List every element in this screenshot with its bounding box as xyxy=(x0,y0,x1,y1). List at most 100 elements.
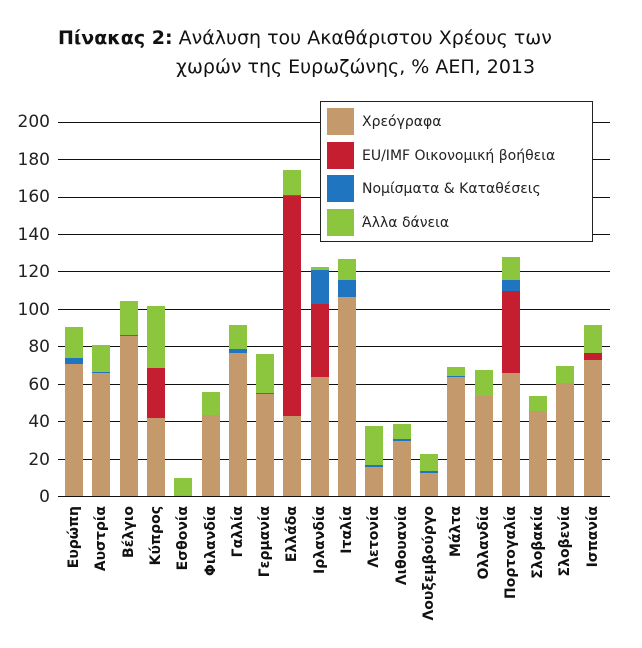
y-tick-label: 140 xyxy=(17,224,50,245)
bar-segment xyxy=(338,259,356,280)
bar-4 xyxy=(174,0,193,648)
bar-segment xyxy=(310,266,329,271)
bar-segment xyxy=(310,304,329,378)
bar-segment xyxy=(556,382,575,497)
bar-segment xyxy=(392,438,411,441)
bar-segment xyxy=(501,373,520,497)
x-tick-label: Κύπρος xyxy=(147,506,164,566)
bar-segment xyxy=(283,416,302,497)
bar-segment xyxy=(365,467,384,497)
x-tick-label: Ιρλανδία xyxy=(311,506,328,574)
gridline xyxy=(58,458,610,460)
x-tick-label: Εσθονία xyxy=(175,506,192,571)
y-tick-label: 180 xyxy=(17,149,50,170)
bar-19 xyxy=(583,0,602,648)
bar-segment xyxy=(119,334,138,336)
chart-title: Πίνακας 2: Ανάλυση του Ακαθάριστου Χρέου… xyxy=(58,24,552,82)
bar-9 xyxy=(310,0,329,648)
bar-15 xyxy=(474,0,493,648)
bar-segment xyxy=(119,301,138,335)
bar-6 xyxy=(228,0,247,648)
bar-segment xyxy=(256,393,275,394)
legend-item-other-loans: Άλλα δάνεια xyxy=(327,209,449,236)
bar-segment xyxy=(392,423,411,439)
bar-segment xyxy=(447,376,466,378)
legend-swatch xyxy=(327,142,354,169)
bar-segment xyxy=(65,326,83,359)
bar-segment xyxy=(65,364,83,497)
bar-segment xyxy=(392,440,411,497)
bar-segment xyxy=(419,470,438,473)
legend-label: Άλλα δάνεια xyxy=(362,214,450,231)
bar-1 xyxy=(92,0,111,648)
title-line2: χωρών της Ευρωζώνης, % ΑΕΠ, 2013 xyxy=(176,56,536,78)
x-tick-label: Αυστρία xyxy=(93,506,110,572)
bar-segment xyxy=(174,495,193,497)
legend-item-securities: Χρεόγραφα xyxy=(327,108,441,135)
x-tick-label: Γαλλία xyxy=(229,506,246,558)
y-tick-label: 160 xyxy=(17,187,50,208)
bar-segment xyxy=(283,194,302,196)
bar-segment xyxy=(501,290,520,374)
bar-segment xyxy=(283,195,302,417)
y-tick-label: 120 xyxy=(17,262,50,283)
bar-segment xyxy=(419,453,438,471)
bar-segment xyxy=(310,270,329,305)
bar-segment xyxy=(583,360,602,497)
bar-segment xyxy=(228,324,247,350)
legend-swatch xyxy=(327,108,354,135)
y-tick-label: 40 xyxy=(28,412,50,433)
title-label: Πίνακας 2: xyxy=(58,27,173,49)
legend-swatch xyxy=(327,209,354,236)
x-tick-label: Βέλγιο xyxy=(120,506,137,558)
bar-segment xyxy=(228,352,247,497)
bar-segment xyxy=(529,395,548,411)
bar-17 xyxy=(529,0,548,648)
bar-segment xyxy=(365,465,384,468)
bar-segment xyxy=(256,393,275,497)
bar-segment xyxy=(146,418,165,497)
bar-18 xyxy=(556,0,575,648)
x-tick-label: Λουξεμβούργο xyxy=(420,506,437,621)
x-tick-label: Ευρώπη xyxy=(66,506,82,569)
legend-label: EU/IMF Οικονομική βοήθεια xyxy=(362,147,556,164)
bar-8 xyxy=(283,0,302,648)
bar-16 xyxy=(501,0,520,648)
bar-segment xyxy=(338,279,356,297)
gridline xyxy=(58,346,610,348)
gridline xyxy=(58,421,610,423)
y-tick-label: 100 xyxy=(17,299,50,320)
x-tick-label: Λιθουανία xyxy=(393,506,410,586)
y-tick-label: 80 xyxy=(28,337,50,358)
legend-label: Χρεόγραφα xyxy=(362,113,442,130)
bar-segment xyxy=(256,353,275,394)
gridline xyxy=(58,271,610,273)
y-tick-label: 0 xyxy=(39,487,50,507)
bar-segment xyxy=(146,305,165,368)
bar-segment xyxy=(201,414,220,497)
gridline xyxy=(58,308,610,310)
bar-segment xyxy=(65,358,83,364)
x-tick-label: Φιλανδία xyxy=(202,506,219,577)
bar-segment xyxy=(92,345,111,372)
x-tick-label: Ιταλία xyxy=(339,506,355,554)
y-tick-label: 200 xyxy=(17,112,50,133)
x-tick-label: Σλοβενία xyxy=(557,506,574,577)
x-tick-label: Ολλανδία xyxy=(475,506,492,580)
x-tick-label: Ισπανία xyxy=(584,506,601,568)
title-line1: Ανάλυση του Ακαθάριστου Χρέους των xyxy=(178,27,552,49)
bar-segment xyxy=(583,352,602,361)
bar-10 xyxy=(338,0,356,648)
y-tick-label: 20 xyxy=(28,449,50,470)
bar-segment xyxy=(447,366,466,377)
x-axis-line xyxy=(58,496,610,498)
bar-0 xyxy=(65,0,83,648)
bar-segment xyxy=(283,170,302,195)
bar-segment xyxy=(501,279,520,291)
legend-item-currency-deposits: Νομίσματα & Καταθέσεις xyxy=(327,175,541,202)
bar-segment xyxy=(365,425,384,466)
bar-segment xyxy=(174,478,193,496)
bar-2 xyxy=(119,0,138,648)
bar-segment xyxy=(201,392,220,415)
bar-13 xyxy=(419,0,438,648)
